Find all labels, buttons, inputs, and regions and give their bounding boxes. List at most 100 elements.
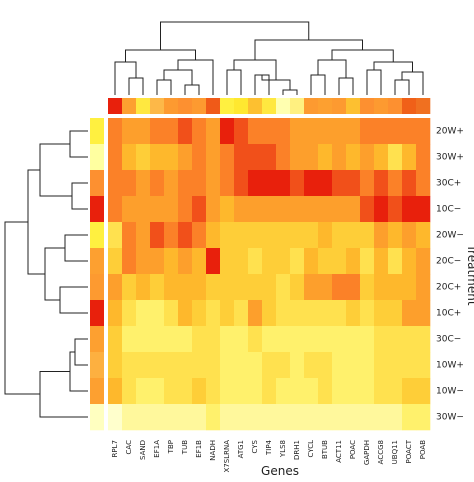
heatmap-cell [276, 222, 291, 249]
heatmap-cell [178, 196, 193, 223]
heatmap-cell [304, 404, 319, 431]
heatmap-cell [150, 144, 165, 171]
heatmap-cell [262, 326, 277, 353]
heatmap-cell [150, 248, 165, 275]
row-annotation [90, 144, 104, 171]
heatmap-cell [402, 196, 417, 223]
heatmap-cell [192, 118, 207, 145]
column-label: BTUB [321, 440, 329, 459]
heatmap-cell [332, 274, 347, 301]
heatmap-cell [234, 248, 249, 275]
column-label: CYCL [307, 440, 315, 458]
heatmap-cell [150, 326, 165, 353]
row-annotation [90, 300, 104, 327]
row-annotation [90, 248, 104, 275]
heatmap-cell [164, 222, 179, 249]
column-label: POACT [405, 439, 413, 463]
heatmap-cell [276, 144, 291, 171]
heatmap-cell [108, 118, 123, 145]
heatmap-cell [318, 326, 333, 353]
heatmap-cell [290, 170, 305, 197]
heatmap-cell [122, 404, 137, 431]
heatmap-cell [360, 352, 375, 379]
heatmap-cell [332, 144, 347, 171]
heatmap-cell [402, 352, 417, 379]
heatmap-cell [318, 118, 333, 145]
heatmap-cell [262, 222, 277, 249]
heatmap-cell [206, 118, 221, 145]
heatmap-cell [402, 300, 417, 327]
heatmap-cell [416, 326, 431, 353]
heatmap-cell [234, 378, 249, 405]
heatmap-cell [290, 196, 305, 223]
heatmap-cell [402, 248, 417, 275]
heatmap-cell [248, 248, 263, 275]
heatmap-cell [136, 248, 151, 275]
heatmap-cell [346, 300, 361, 327]
heatmap-cell [332, 170, 347, 197]
heatmap-cell [164, 248, 179, 275]
heatmap-cell [206, 352, 221, 379]
heatmap-cell [304, 170, 319, 197]
heatmap-cell [108, 170, 123, 197]
heatmap-cell [206, 274, 221, 301]
heatmap-cell [192, 378, 207, 405]
heatmap-cell [164, 352, 179, 379]
heatmap-cell [388, 144, 403, 171]
column-annotation [332, 98, 347, 114]
column-annotation [234, 98, 249, 114]
heatmap-cell [360, 404, 375, 431]
column-dendrogram [114, 21, 424, 95]
heatmap-cell [192, 326, 207, 353]
heatmap-cell [164, 404, 179, 431]
heatmap-cell [178, 378, 193, 405]
row-label: 20C+ [436, 283, 461, 293]
heatmap-cell [276, 352, 291, 379]
heatmap-cell [178, 300, 193, 327]
heatmap-cell [220, 222, 235, 249]
heatmap-cell [416, 170, 431, 197]
heatmap-cell [150, 170, 165, 197]
column-annotation [136, 98, 151, 114]
heatmap-cell [192, 248, 207, 275]
column-label: GAPDH [363, 440, 371, 465]
row-annotation [90, 274, 104, 301]
heatmap-cell [108, 378, 123, 405]
heatmap-cell [346, 352, 361, 379]
heatmap-cell [220, 248, 235, 275]
heatmap-cell [262, 378, 277, 405]
heatmap-cell [318, 144, 333, 171]
heatmap-cell [108, 222, 123, 249]
heatmap-cell [388, 352, 403, 379]
column-label: ACCG8 [377, 440, 385, 464]
heatmap-cell [122, 196, 137, 223]
heatmap-cell [402, 222, 417, 249]
column-annotation [374, 98, 389, 114]
heatmap-cell [374, 118, 389, 145]
heatmap-cell [290, 326, 305, 353]
heatmap-cell [122, 222, 137, 249]
column-annotation [220, 98, 235, 114]
heatmap-cell [206, 196, 221, 223]
heatmap-cell [304, 248, 319, 275]
heatmap-cell [164, 300, 179, 327]
heatmap-cell [346, 274, 361, 301]
heatmap-cell [164, 378, 179, 405]
heatmap-cell [332, 404, 347, 431]
heatmap-cell [360, 274, 375, 301]
heatmap-cell [220, 118, 235, 145]
heatmap-cell [332, 222, 347, 249]
row-annotation [90, 222, 104, 249]
heatmap-cell [164, 170, 179, 197]
heatmap-cell [262, 170, 277, 197]
heatmap-cell [416, 300, 431, 327]
heatmap-cell [234, 222, 249, 249]
heatmap-cell [122, 118, 137, 145]
heatmap-cell [248, 326, 263, 353]
heatmap-cell [262, 196, 277, 223]
column-annotation [276, 98, 291, 114]
heatmap-cell [346, 378, 361, 405]
heatmap-cell [178, 352, 193, 379]
heatmap-cell [290, 144, 305, 171]
heatmap-cell [346, 326, 361, 353]
